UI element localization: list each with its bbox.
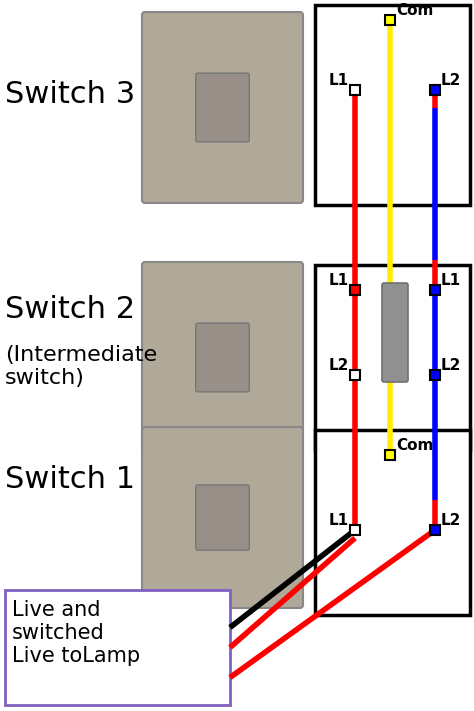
Text: L2: L2: [328, 358, 349, 373]
FancyBboxPatch shape: [382, 283, 408, 382]
FancyBboxPatch shape: [142, 12, 303, 203]
Bar: [315, 5, 470, 205]
Text: Live and
switched
Live toLamp: Live and switched Live toLamp: [12, 600, 140, 666]
Text: L1: L1: [441, 273, 461, 288]
FancyBboxPatch shape: [142, 427, 303, 608]
Text: L1: L1: [329, 273, 349, 288]
Bar: [350, 525, 360, 535]
Text: L2: L2: [441, 513, 461, 528]
Text: L2: L2: [441, 73, 461, 88]
Text: Switch 1: Switch 1: [5, 465, 135, 494]
FancyBboxPatch shape: [196, 485, 249, 550]
Bar: [315, 265, 470, 450]
Text: (Intermediate
switch): (Intermediate switch): [5, 345, 157, 388]
Text: Com: Com: [396, 438, 433, 453]
Bar: [430, 370, 440, 380]
Bar: [385, 15, 395, 25]
Bar: [430, 285, 440, 295]
Bar: [430, 85, 440, 95]
Bar: [350, 85, 360, 95]
Bar: [430, 525, 440, 535]
Bar: [315, 430, 470, 615]
Bar: [350, 370, 360, 380]
Bar: [350, 285, 360, 295]
Text: Switch 3: Switch 3: [5, 80, 135, 109]
FancyBboxPatch shape: [142, 262, 303, 453]
Text: Switch 2: Switch 2: [5, 295, 135, 324]
Bar: [385, 450, 395, 460]
Text: Com: Com: [396, 3, 433, 18]
FancyBboxPatch shape: [196, 323, 249, 392]
Text: L2: L2: [441, 358, 461, 373]
FancyBboxPatch shape: [196, 73, 249, 142]
Bar: [5, 590, 230, 705]
Text: L1: L1: [329, 513, 349, 528]
Text: L1: L1: [329, 73, 349, 88]
